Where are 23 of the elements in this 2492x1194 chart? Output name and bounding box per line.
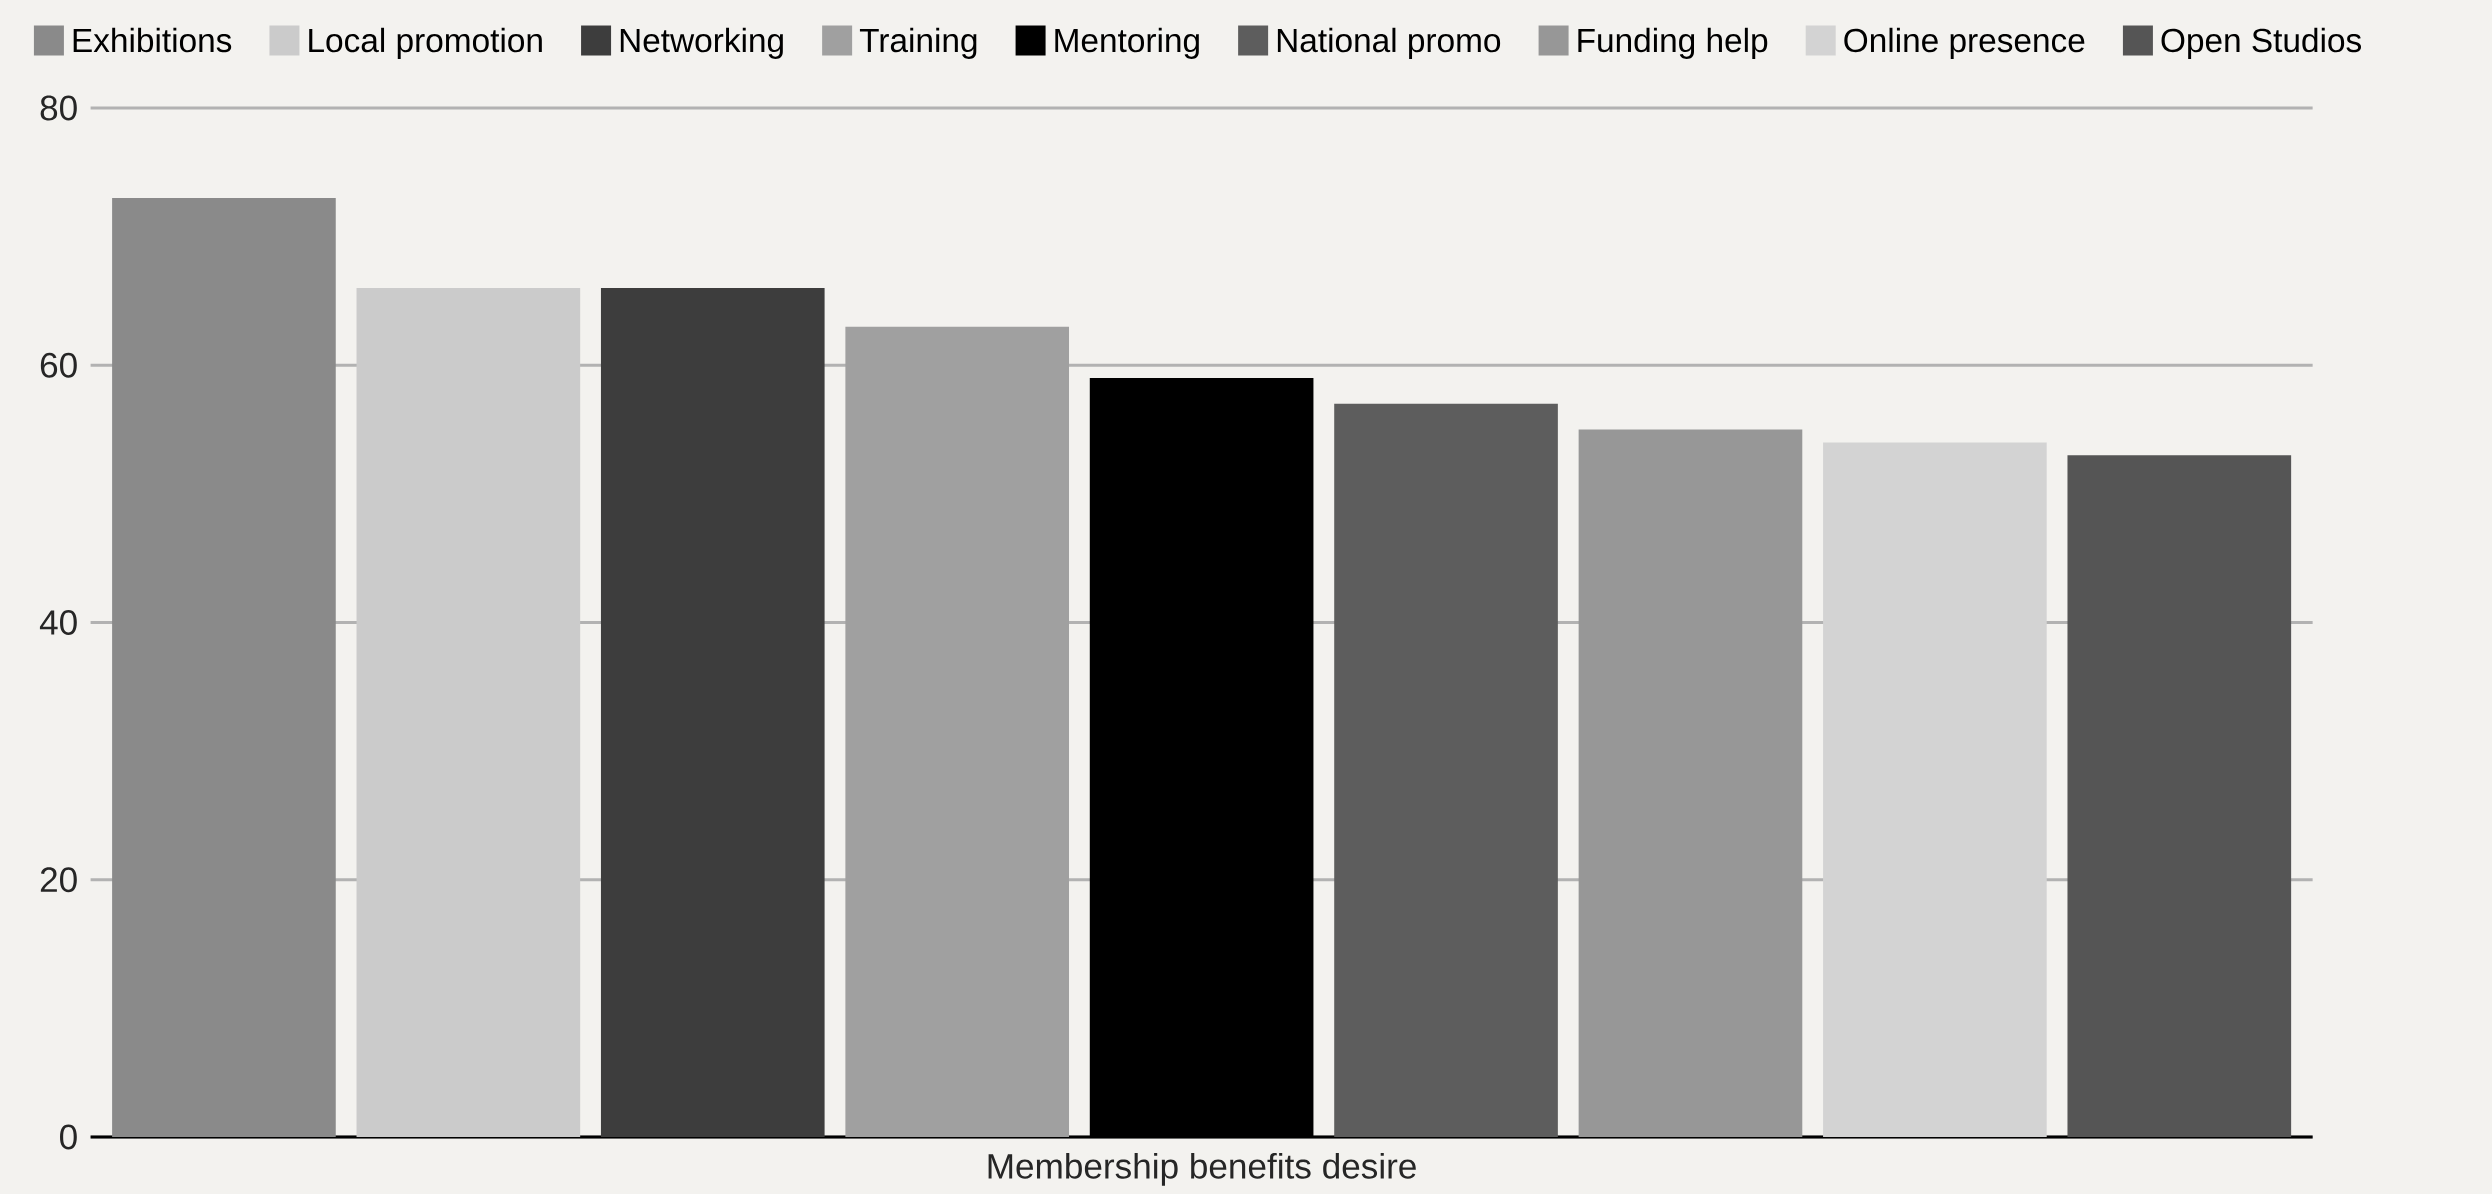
legend-label: Networking: [620, 27, 783, 59]
legend-label: National promo: [1277, 27, 1501, 59]
legend-label: Mentoring: [1055, 27, 1199, 59]
bar: [112, 198, 336, 1138]
legend-label: Funding help: [1578, 27, 1768, 59]
bar: [600, 288, 825, 1138]
legend-label: Open Studios: [2161, 27, 2361, 59]
y-tick-label: 40: [39, 610, 77, 635]
bar: [356, 288, 581, 1138]
bar: [1578, 429, 1803, 1138]
bar: [1334, 403, 1558, 1138]
x-tick-label: Membership benefits desire: [988, 1152, 1416, 1186]
legend-label: Exhibitions: [73, 27, 232, 53]
legend-label: Local promotion: [309, 27, 542, 59]
y-tick-label: 60: [40, 352, 77, 378]
y-tick-label: 80: [40, 95, 77, 121]
bar: [2067, 455, 2292, 1138]
bar: [845, 326, 1070, 1138]
bar: [1823, 442, 2047, 1138]
y-tick-label: 0: [60, 1124, 77, 1150]
legend-label: Training: [859, 27, 977, 59]
legend-label: Online presence: [1844, 27, 2085, 59]
y-tick-label: 20: [40, 867, 77, 893]
